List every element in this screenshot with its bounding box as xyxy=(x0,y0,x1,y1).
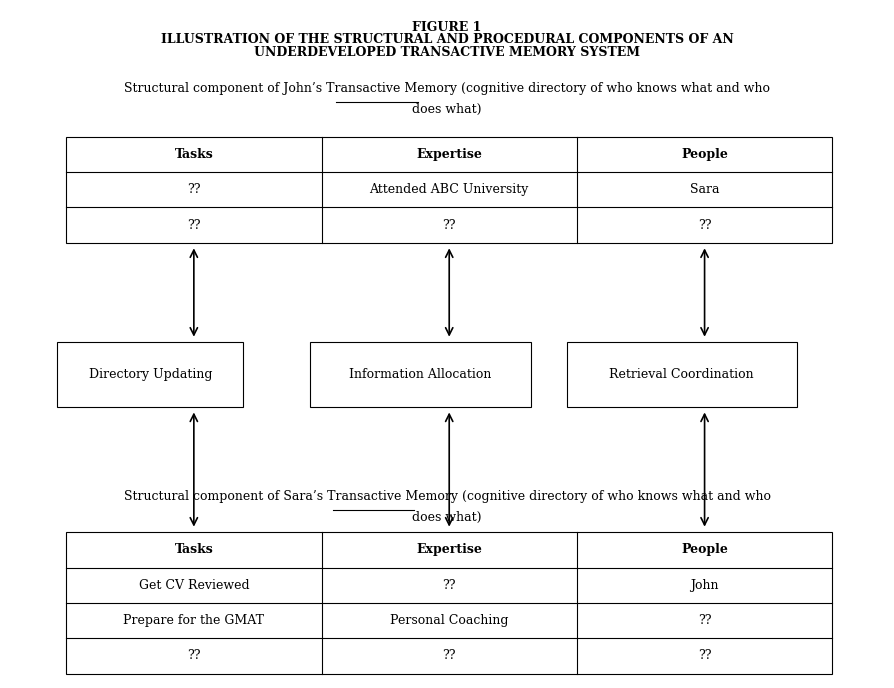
Text: Expertise: Expertise xyxy=(417,148,482,161)
Text: ??: ?? xyxy=(698,614,712,627)
Text: Attended ABC University: Attended ABC University xyxy=(369,183,529,196)
Text: ??: ?? xyxy=(443,219,456,232)
Text: does what): does what) xyxy=(412,103,482,116)
Text: ??: ?? xyxy=(698,649,712,663)
Text: Get CV Reviewed: Get CV Reviewed xyxy=(139,579,249,592)
Text: ??: ?? xyxy=(698,219,712,232)
Text: ILLUSTRATION OF THE STRUCTURAL AND PROCEDURAL COMPONENTS OF AN: ILLUSTRATION OF THE STRUCTURAL AND PROCE… xyxy=(161,34,733,46)
Bar xyxy=(57,343,243,407)
Text: People: People xyxy=(681,148,728,161)
Text: ??: ?? xyxy=(443,579,456,592)
Text: Structural component of Sara’s Transactive Memory (cognitive directory of who kn: Structural component of Sara’s Transacti… xyxy=(123,490,771,503)
Text: Sara: Sara xyxy=(690,183,720,196)
Text: People: People xyxy=(681,544,728,557)
Text: does what): does what) xyxy=(412,510,482,524)
Text: ??: ?? xyxy=(187,649,200,663)
Bar xyxy=(66,533,832,674)
Text: UNDERDEVELOPED TRANSACTIVE MEMORY SYSTEM: UNDERDEVELOPED TRANSACTIVE MEMORY SYSTEM xyxy=(254,45,640,58)
Text: FIGURE 1: FIGURE 1 xyxy=(412,21,482,34)
Bar xyxy=(309,343,531,407)
Text: Prepare for the GMAT: Prepare for the GMAT xyxy=(123,614,265,627)
Text: Directory Updating: Directory Updating xyxy=(89,368,212,381)
Text: Structural component of John’s Transactive Memory (cognitive directory of who kn: Structural component of John’s Transacti… xyxy=(124,83,770,96)
Bar xyxy=(66,137,832,243)
Text: Retrieval Coordination: Retrieval Coordination xyxy=(610,368,754,381)
Text: ??: ?? xyxy=(443,649,456,663)
Text: Tasks: Tasks xyxy=(174,544,214,557)
Text: Information Allocation: Information Allocation xyxy=(350,368,492,381)
Text: Personal Coaching: Personal Coaching xyxy=(390,614,509,627)
Text: ??: ?? xyxy=(187,183,200,196)
Bar xyxy=(567,343,797,407)
Text: John: John xyxy=(690,579,719,592)
Text: ??: ?? xyxy=(187,219,200,232)
Text: Tasks: Tasks xyxy=(174,148,214,161)
Text: Expertise: Expertise xyxy=(417,544,482,557)
